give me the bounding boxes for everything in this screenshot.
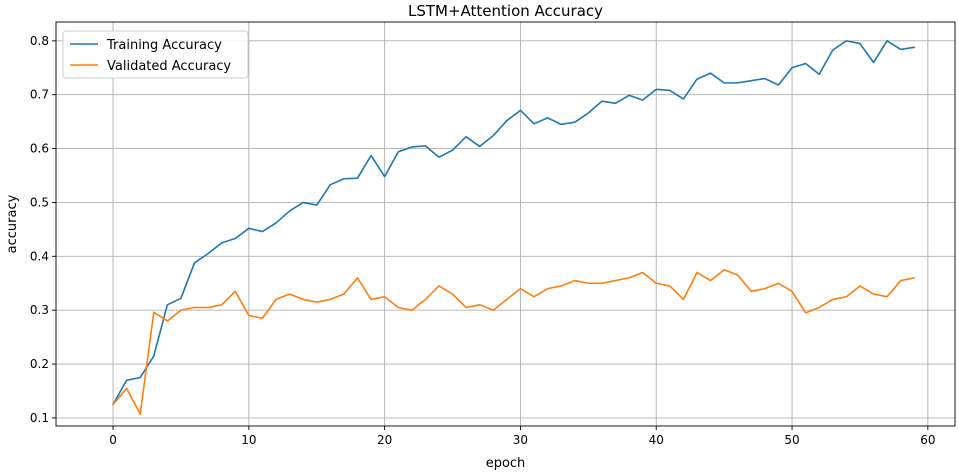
axis-ticks: 0 10 20 30 40 50 60 0.1 0.2 0.3 0.4 0.5 0.6 0.7 0.8 (30, 34, 936, 447)
grid (56, 22, 955, 426)
y-tick-label: 0.5 (30, 195, 49, 209)
x-axis-label: epoch (486, 456, 526, 471)
y-tick-label: 0.1 (30, 411, 49, 425)
x-tick-label: 10 (241, 433, 256, 447)
x-tick-label: 50 (784, 433, 799, 447)
series-line-1 (112, 268, 916, 415)
series-lines (112, 40, 916, 415)
x-tick-label: 30 (513, 433, 528, 447)
x-tick-label: 20 (377, 433, 392, 447)
x-tick-label: 40 (649, 433, 664, 447)
y-tick-label: 0.4 (30, 249, 49, 263)
x-tick-label: 60 (920, 433, 935, 447)
y-tick-label: 0.6 (30, 142, 49, 156)
y-tick-label: 0.7 (30, 88, 49, 102)
y-tick-label: 0.3 (30, 303, 49, 317)
y-axis-label: accuracy (5, 194, 20, 253)
series-line-0 (112, 40, 916, 406)
y-tick-label: 0.2 (30, 357, 49, 371)
legend: Training Accuracy Validated Accuracy (62, 30, 249, 79)
y-tick-label: 0.8 (30, 34, 49, 48)
legend-box (62, 30, 249, 79)
chart-title: LSTM+Attention Accuracy (408, 2, 603, 20)
legend-label: Validated Accuracy (107, 59, 231, 74)
plot-frame (55, 21, 956, 427)
x-tick-label: 0 (109, 433, 117, 447)
legend-label: Training Accuracy (106, 38, 222, 53)
